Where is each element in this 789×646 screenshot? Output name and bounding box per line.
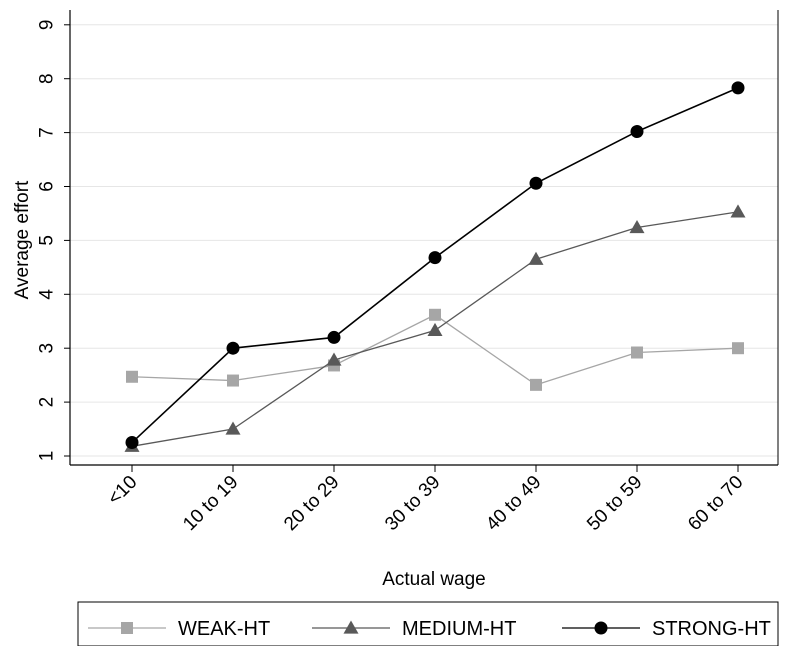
y-axis-title: Average effort	[12, 180, 33, 299]
x-tick-label: 60 to 70	[684, 472, 747, 535]
y-tick-label: 1	[37, 451, 58, 462]
data-point	[328, 331, 341, 344]
data-point	[126, 436, 139, 449]
data-point	[227, 375, 239, 387]
legend-label: STRONG-HT	[652, 618, 771, 640]
x-tick-label: 20 to 29	[280, 472, 343, 535]
data-point	[429, 251, 442, 264]
x-axis-title: Actual wage	[382, 569, 486, 590]
data-point	[227, 342, 240, 355]
series-line	[132, 88, 738, 443]
series-group	[125, 81, 746, 452]
x-tick-label: 40 to 49	[482, 472, 545, 535]
data-point	[530, 379, 542, 391]
x-tick-label: 10 to 19	[179, 472, 242, 535]
data-point	[529, 252, 544, 265]
data-point	[126, 371, 138, 383]
legend-marker	[121, 622, 133, 634]
data-point	[429, 309, 441, 321]
x-tick-label: 30 to 39	[381, 472, 444, 535]
x-tick-label: 50 to 59	[583, 472, 646, 535]
data-point	[732, 81, 745, 94]
gridlines	[70, 25, 778, 456]
x-tick-label: <10	[104, 472, 142, 510]
data-point	[631, 125, 644, 138]
y-tick-label: 6	[37, 181, 58, 192]
series-strong-ht	[126, 81, 745, 449]
data-point	[226, 422, 241, 435]
series-medium-ht	[125, 204, 746, 452]
y-tick-label: 3	[37, 343, 58, 354]
data-point	[731, 204, 746, 217]
x-axis-ticks: <10 10 to 19 20 to 29 30 to 39 40 to 49 50 to…	[104, 465, 748, 535]
y-tick-label: 7	[37, 127, 58, 138]
legend-label: MEDIUM-HT	[402, 618, 516, 640]
y-tick-label: 2	[37, 397, 58, 408]
legend-marker	[595, 622, 608, 635]
data-point	[530, 177, 543, 190]
data-point	[631, 347, 643, 359]
data-point	[428, 323, 443, 336]
series-weak-ht	[126, 309, 744, 391]
data-point	[732, 342, 744, 354]
y-tick-label: 9	[37, 20, 58, 31]
y-tick-label: 8	[37, 73, 58, 84]
legend: WEAK-HT MEDIUM-HT STRONG-HT	[78, 602, 778, 646]
y-tick-label: 5	[37, 235, 58, 246]
y-tick-label: 4	[37, 289, 58, 300]
y-axis-ticks: 1 2 3 4 5 6 7 8 9	[37, 20, 71, 462]
legend-label: WEAK-HT	[178, 618, 270, 640]
